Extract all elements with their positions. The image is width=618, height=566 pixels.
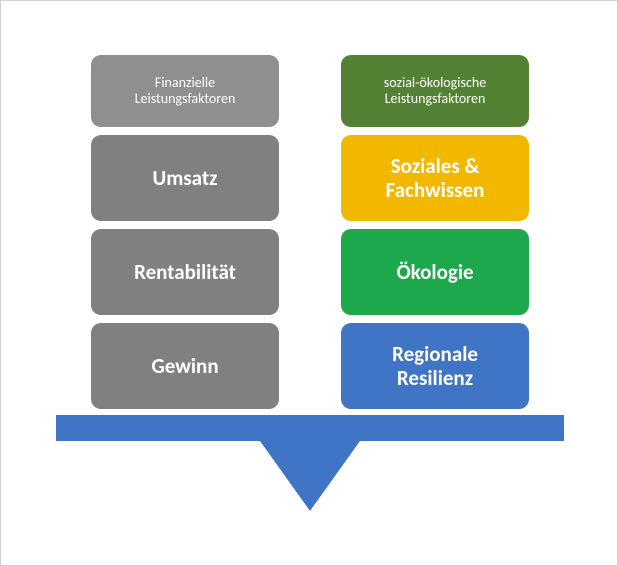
block-label: Rentabilität xyxy=(134,260,236,284)
block-label: Gewinn xyxy=(151,354,218,378)
block-gewinn: Gewinn xyxy=(91,323,279,409)
block-fin-header: Finanzielle Leistungsfaktoren xyxy=(91,55,279,127)
block-resilienz: Regionale Resilienz xyxy=(341,323,529,409)
diagram-canvas: Finanzielle Leistungsfaktoren Umsatz Ren… xyxy=(0,0,618,566)
balance-fulcrum xyxy=(260,441,360,511)
block-label: Umsatz xyxy=(153,166,218,190)
balance-beam xyxy=(56,415,564,441)
block-label: sozial-ökologische Leistungsfaktoren xyxy=(384,75,486,107)
block-label: Soziales & Fachwissen xyxy=(386,154,485,202)
block-soziales: Soziales & Fachwissen xyxy=(341,135,529,221)
block-label: Regionale Resilienz xyxy=(392,342,478,390)
block-soz-header: sozial-ökologische Leistungsfaktoren xyxy=(341,55,529,127)
block-label: Finanzielle Leistungsfaktoren xyxy=(135,75,236,107)
block-label: Ökologie xyxy=(396,260,473,284)
block-rentabilitaet: Rentabilität xyxy=(91,229,279,315)
block-umsatz: Umsatz xyxy=(91,135,279,221)
block-oekologie: Ökologie xyxy=(341,229,529,315)
